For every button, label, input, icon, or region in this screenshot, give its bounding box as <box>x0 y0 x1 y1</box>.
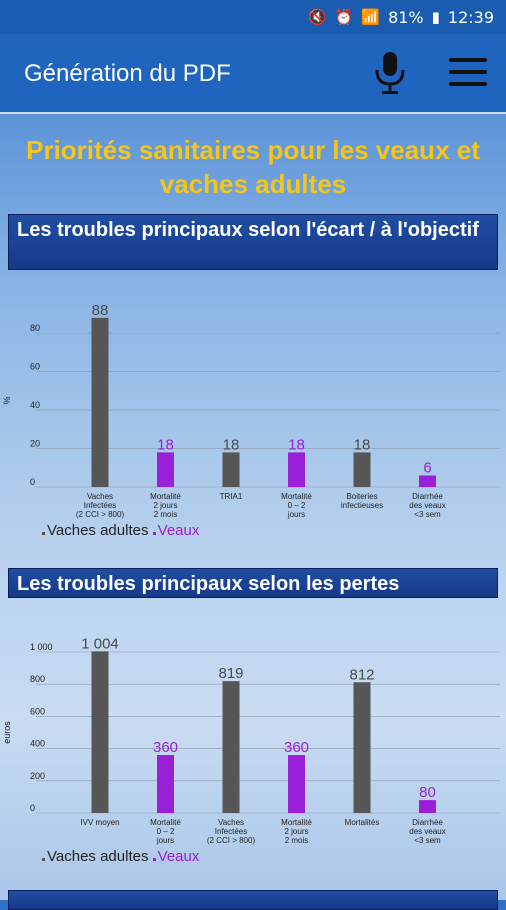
clock: 12:39 <box>447 7 494 27</box>
microphone-icon[interactable] <box>372 50 408 96</box>
y-tick-label: 40 <box>30 400 40 410</box>
category-label: Vaches <box>87 492 113 501</box>
category-label: IVV moyen <box>80 818 119 827</box>
bar-value-label: 18 <box>223 436 240 453</box>
y-tick-label: 0 <box>30 803 35 813</box>
category-label: 0 – 2 <box>288 501 306 510</box>
y-tick-label: 20 <box>30 439 40 449</box>
category-label: des veaux <box>409 827 445 836</box>
legend-vaches-label: Vaches adultes <box>47 848 149 865</box>
app-title: Génération du PDF <box>24 60 231 87</box>
category-label: Diarrhée <box>412 492 443 501</box>
category-label: Infectées <box>84 501 116 510</box>
category-label: 2 jours <box>153 501 177 510</box>
bar-veaux <box>288 755 305 813</box>
category-label: Mortalité <box>281 818 312 827</box>
category-label: jours <box>156 836 174 845</box>
legend-veaux-swatch <box>152 858 156 861</box>
bar-vaches <box>353 452 371 487</box>
bar-value-label: 360 <box>153 739 178 756</box>
bar-veaux <box>157 452 174 487</box>
category-label: des veaux <box>409 501 445 510</box>
category-label: Infectées <box>215 827 247 836</box>
app-bar: Génération du PDF <box>0 34 506 114</box>
legend-veaux-label: Veaux <box>157 848 200 865</box>
bar-value-label: 80 <box>419 784 436 801</box>
category-label: (2 CCI > 800) <box>207 836 256 845</box>
hamburger-menu-icon[interactable] <box>449 58 487 88</box>
y-tick-label: 80 <box>30 323 40 333</box>
y-tick-label: 0 <box>30 477 35 487</box>
y-tick-label: 400 <box>30 739 45 749</box>
legend-vaches-label: Vaches adultes <box>47 522 149 539</box>
category-label: 0 – 2 <box>157 827 175 836</box>
page-title: Priorités sanitaires pour les veaux et v… <box>26 135 480 199</box>
alarm-icon: ⏰ <box>334 8 354 26</box>
y-tick-label: 1 000 <box>30 642 53 652</box>
bar-value-label: 88 <box>92 302 109 319</box>
category-label: 2 mois <box>285 836 309 845</box>
battery-icon: ▮ <box>431 8 440 26</box>
category-label: TRIA1 <box>220 492 243 501</box>
category-label: Boiteries <box>346 492 377 501</box>
category-label: <3 sem <box>414 510 441 519</box>
y-tick-label: 60 <box>30 362 40 372</box>
category-label: 2 jours <box>284 827 308 836</box>
bar-value-label: 6 <box>423 459 431 476</box>
section-header-pertes: Les troubles principaux selon les pertes <box>8 568 498 598</box>
section-header-3 <box>8 890 498 910</box>
category-label: Diarrhée <box>412 818 443 827</box>
y-tick-label: 800 <box>30 674 45 684</box>
category-label: <3 sem <box>414 836 441 845</box>
section-header-ecart: Les troubles principaux selon l'écart / … <box>8 214 498 270</box>
wifi-icon: 📶 <box>361 8 381 26</box>
chart-pertes: 0 200 400 600 800 1 000 euros 1 004 IVV moyen 360… <box>2 635 500 845</box>
bar-vaches <box>353 682 371 813</box>
category-label: Mortalité <box>150 818 181 827</box>
bar-veaux <box>419 475 436 487</box>
y-tick-label: 200 <box>30 771 45 781</box>
category-label: Mortalité <box>150 492 181 501</box>
bar-value-label: 1 004 <box>81 635 119 652</box>
battery-level: 81% <box>388 7 424 27</box>
y-axis-label: euros <box>2 721 12 744</box>
bar-veaux <box>157 755 174 813</box>
bar-vaches <box>91 651 109 813</box>
chart1-legend: Vaches adultes Veaux <box>42 522 199 539</box>
bar-value-label: 18 <box>288 436 305 453</box>
legend-vaches-swatch <box>42 858 45 861</box>
legend-vaches-swatch <box>42 532 45 535</box>
bar-value-label: 819 <box>218 665 243 682</box>
bar-veaux <box>288 452 305 487</box>
bar-value-label: 812 <box>349 666 374 683</box>
category-label: Mortalités <box>345 818 380 827</box>
bar-vaches <box>222 681 240 813</box>
category-label: jours <box>287 510 305 519</box>
mute-icon: 🔇 <box>308 8 327 26</box>
category-label: Vaches <box>218 818 244 827</box>
bar-value-label: 18 <box>157 436 174 453</box>
category-label: infectieuses <box>341 501 383 510</box>
category-label: Mortalité <box>281 492 312 501</box>
status-bar: 🔇 ⏰ 📶 81% ▮ 12:39 <box>0 0 506 34</box>
y-axis-label: % <box>2 396 12 404</box>
chart2-legend: Vaches adultes Veaux <box>42 848 199 865</box>
bar-value-label: 18 <box>354 436 371 453</box>
category-label: 2 mois <box>154 510 178 519</box>
bar-veaux <box>419 800 436 813</box>
y-tick-label: 600 <box>30 706 45 716</box>
category-label: (2 CCI > 800) <box>76 510 125 519</box>
bar-vaches <box>222 452 240 487</box>
bar-value-label: 360 <box>284 739 309 756</box>
legend-veaux-label: Veaux <box>157 522 200 539</box>
legend-veaux-swatch <box>152 532 156 535</box>
bar-vaches <box>91 317 109 487</box>
